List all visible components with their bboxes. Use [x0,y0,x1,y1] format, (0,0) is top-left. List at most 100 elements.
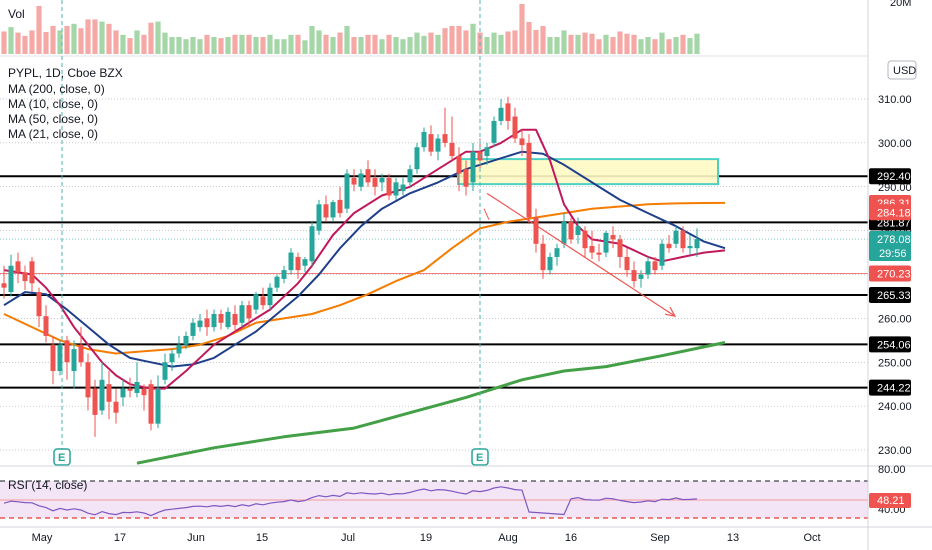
indicator-ma21[interactable]: MA (21, close, 0) [8,127,98,141]
candle-body [239,305,245,323]
candle-body [78,344,84,363]
volume-bar [141,34,147,54]
candle-body [393,182,399,196]
candle-body [85,362,91,398]
volume-bar [463,30,469,54]
candle-body [71,349,77,372]
candle-body [15,261,21,273]
candle-body [400,184,406,192]
candle-body [449,142,455,157]
level-price-label: 265.33 [877,290,911,302]
volume-bar [8,27,14,54]
candle-body [106,384,112,402]
indicator-ma200[interactable]: MA (200, close, 0) [8,82,105,96]
volume-bar [673,37,679,54]
currency-button[interactable] [887,60,917,80]
volume-bar [113,30,119,54]
candle-body [379,177,385,183]
time-axis[interactable]: May 17 Jun 15 Jul 19 Aug 16 Sep 13 Oct [0,526,932,544]
earnings-marker-label: E [476,452,483,464]
candle-body [666,243,672,249]
earnings-marker-label: E [58,452,65,464]
candle-body [638,274,644,279]
candle-body [470,151,476,183]
volume-bar [666,39,672,54]
volume-bar [211,37,217,54]
candle-body [617,239,623,257]
candle-body [680,230,686,249]
candle-body [568,221,574,240]
price-tick-label: 250.00 [878,357,912,369]
volume-bar [652,39,658,54]
volume-bar [351,37,357,54]
candle-body [372,177,378,187]
candle-body [218,313,224,323]
candle-body [57,344,63,372]
price-tick-label: 310.00 [878,94,912,106]
volume-bar [295,34,301,54]
volume-bar [323,34,329,54]
candle-body [631,270,637,282]
time-tick-label: Sep [650,532,670,544]
price-grid [0,98,868,451]
candle-body [120,388,126,398]
time-tick-label: Aug [498,532,518,544]
candle-body [36,292,42,317]
volume-bar [547,37,553,54]
volume-bar [365,34,371,54]
candle-body [274,276,280,288]
volume-bar [155,21,161,55]
volume-bar [190,37,196,54]
volume-bar [337,32,343,54]
volume-bar [246,34,252,54]
candle-body [232,313,238,325]
volume-bar [442,28,448,54]
volume-bar [631,34,637,54]
volume-bar [568,34,574,54]
volume-bar [344,26,350,54]
candle-body [554,248,560,257]
symbol-line[interactable]: PYPL, 1D, Cboe BZX [8,66,123,80]
candle-body [1,283,7,288]
time-tick-label: 16 [565,532,577,544]
volume-bar [400,39,406,54]
horizontal-levels[interactable] [0,175,868,389]
volume-bar [134,30,140,54]
price-axis[interactable]: 310.00300.00290.00280.00270.00260.00250.… [867,0,912,550]
rsi-line [3,486,698,517]
price-tick-label: 230.00 [878,445,912,457]
earnings-marker [53,448,71,466]
trend-arrow-line [486,192,676,317]
time-tick-label: Jun [187,532,205,544]
volume-bar [197,39,203,54]
candle-body [43,316,49,336]
candle-body [134,381,140,393]
volume-bar [162,32,168,54]
candle-body [148,384,154,424]
moving-average-ma200 [136,341,726,465]
candle-body [64,340,70,363]
candlesticks [1,96,700,437]
candle-body [582,230,588,249]
volume-label: Vol [8,7,25,21]
volume-bar [596,39,602,54]
volume-bar [379,39,385,54]
price-tick-label: 260.00 [878,313,912,325]
volume-bar [148,22,154,54]
candle-body [330,202,336,218]
candle-body [491,120,497,143]
candle-body [435,138,441,152]
candle-body [519,138,525,146]
candle-body [463,169,469,187]
rsi-label[interactable]: RSI (14, close) [8,478,87,492]
candle-body [351,177,357,185]
volume-bar [372,34,378,54]
volume-bar [645,37,651,54]
indicator-ma50[interactable]: MA (50, close, 0) [8,112,98,126]
volume-bar [533,30,539,54]
indicator-ma10[interactable]: MA (10, close, 0) [8,97,98,111]
volume-bar [239,34,245,54]
candle-body [99,379,105,411]
